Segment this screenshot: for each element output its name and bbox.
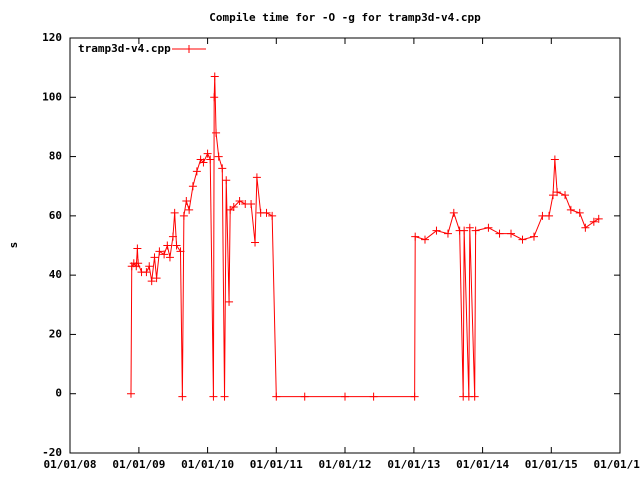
x-tick-label: 01/01/14 [456, 458, 509, 471]
marker [432, 226, 441, 235]
marker [507, 229, 516, 238]
legend-label: tramp3d-v4.cpp [78, 42, 171, 55]
x-tick-label: 01/01/12 [319, 458, 372, 471]
marker [133, 244, 142, 253]
y-tick-label: 0 [55, 387, 62, 400]
marker [126, 389, 135, 398]
legend-marker [185, 45, 193, 53]
marker [152, 274, 161, 283]
y-tick-label: 40 [49, 268, 62, 281]
marker [410, 392, 419, 401]
marker [545, 211, 554, 220]
marker [199, 158, 208, 167]
x-tick-label: 01/01/08 [44, 458, 97, 471]
x-tick-label: 01/01/13 [387, 458, 440, 471]
marker [179, 211, 188, 220]
y-tick-label: -20 [42, 446, 62, 459]
marker [168, 232, 177, 241]
marker [160, 250, 169, 259]
marker [176, 247, 185, 256]
marker [185, 205, 194, 214]
marker [235, 197, 244, 206]
marker [589, 217, 598, 226]
marker [220, 392, 229, 401]
marker [518, 235, 527, 244]
marker [460, 226, 469, 235]
x-tick-label: 01/01/11 [250, 458, 303, 471]
marker [465, 223, 474, 232]
marker [484, 223, 493, 232]
marker [252, 173, 261, 182]
marker [163, 241, 172, 250]
x-tick-label: 01/01/16 [594, 458, 640, 471]
marker [575, 208, 584, 217]
marker [209, 392, 218, 401]
marker [218, 164, 227, 173]
chart-title: Compile time for -O -g for tramp3d-v4.cp… [209, 11, 481, 24]
y-axis-label: s [7, 242, 20, 249]
marker [172, 241, 181, 250]
marker [222, 176, 231, 185]
marker [145, 262, 154, 271]
marker [529, 232, 538, 241]
x-tick-label: 01/01/09 [112, 458, 165, 471]
y-tick-label: 20 [49, 327, 62, 340]
marker [229, 202, 238, 211]
y-tick-label: 60 [49, 209, 62, 222]
marker [188, 182, 197, 191]
marker [142, 268, 151, 277]
marker [210, 93, 219, 102]
marker [411, 232, 420, 241]
marker [155, 247, 164, 256]
marker [262, 208, 271, 217]
data-line [130, 76, 599, 398]
y-tick-label: 80 [49, 150, 62, 163]
marker [150, 253, 159, 262]
marker [268, 211, 277, 220]
marker [420, 235, 429, 244]
marker [369, 392, 378, 401]
marker [134, 259, 143, 268]
marker [550, 155, 559, 164]
marker [553, 188, 562, 197]
marker [561, 191, 570, 200]
marker [495, 229, 504, 238]
marker [449, 208, 458, 217]
y-tick-label: 100 [42, 90, 62, 103]
marker [581, 223, 590, 232]
marker [443, 229, 452, 238]
marker [165, 253, 174, 262]
marker [251, 238, 260, 247]
marker [247, 200, 256, 208]
marker [548, 191, 557, 200]
marker [206, 155, 215, 164]
y-tick-label: 120 [42, 31, 62, 44]
x-tick-label: 01/01/15 [525, 458, 578, 471]
marker [212, 128, 221, 137]
marker [471, 226, 480, 235]
marker [210, 72, 219, 81]
marker [341, 392, 349, 401]
marker [170, 208, 179, 217]
marker [178, 392, 187, 401]
marker [594, 214, 603, 223]
marker [182, 197, 191, 206]
marker [225, 297, 234, 306]
marker [272, 392, 281, 401]
marker [566, 205, 575, 214]
marker [147, 277, 156, 286]
marker [470, 392, 479, 401]
marker [192, 167, 201, 176]
marker [214, 152, 223, 161]
marker [300, 392, 309, 401]
marker [203, 149, 212, 158]
x-tick-label: 01/01/10 [181, 458, 234, 471]
